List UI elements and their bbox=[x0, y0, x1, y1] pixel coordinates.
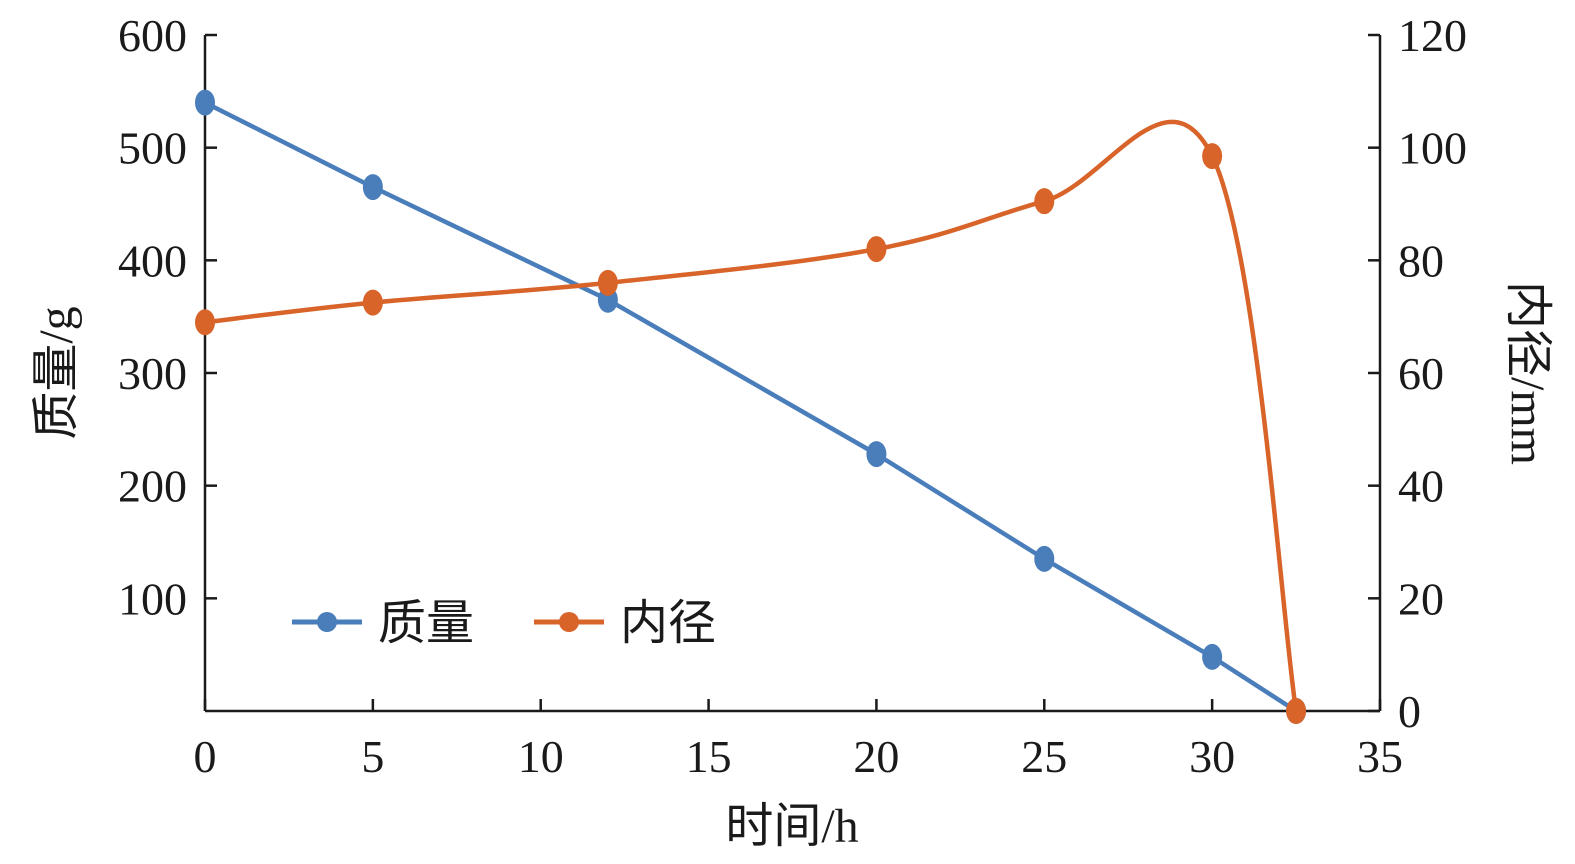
data-point-inner-diameter bbox=[597, 269, 618, 296]
x-tick-label: 0 bbox=[194, 731, 217, 782]
x-tick-label: 15 bbox=[686, 731, 732, 782]
x-tick-label: 35 bbox=[1357, 731, 1403, 782]
series-line-inner-diameter bbox=[202, 119, 1299, 714]
x-tick-label: 25 bbox=[1021, 731, 1067, 782]
data-point-inner-diameter bbox=[195, 309, 215, 336]
legend: 质量 内径 bbox=[292, 597, 716, 650]
data-point-inner-diameter bbox=[866, 236, 887, 263]
ticks: 0 5 10 15 20 25 30 35 100 200 300 400 500 600 0 20 40 60 8… bbox=[118, 10, 1467, 782]
legend-item-mass: 质量 bbox=[292, 597, 474, 650]
y-left-tick-label: 400 bbox=[118, 235, 187, 286]
x-tick-label: 30 bbox=[1189, 731, 1235, 782]
data-point-mass bbox=[866, 441, 887, 468]
y-left-tick-label: 500 bbox=[118, 123, 187, 174]
legend-label-inner-diameter: 内径 bbox=[620, 597, 716, 650]
legend-label-mass: 质量 bbox=[378, 597, 474, 650]
x-axis-title: 时间/h bbox=[725, 800, 858, 853]
data-point-inner-diameter bbox=[1034, 188, 1055, 215]
legend-item-inner-diameter: 内径 bbox=[534, 597, 716, 650]
x-tick-label: 20 bbox=[853, 731, 899, 782]
y-right-tick-label: 0 bbox=[1398, 686, 1421, 737]
data-point-mass bbox=[1202, 643, 1223, 670]
y-right-axis-title: 内径/mm bbox=[1501, 281, 1554, 465]
y-right-tick-label: 80 bbox=[1398, 235, 1444, 286]
data-point-inner-diameter bbox=[1286, 698, 1307, 724]
series-layer bbox=[195, 89, 1307, 724]
y-left-tick-label: 200 bbox=[118, 461, 187, 512]
legend-marker-mass bbox=[317, 612, 337, 632]
y-right-tick-label: 40 bbox=[1398, 461, 1444, 512]
y-right-tick-label: 100 bbox=[1398, 123, 1467, 174]
y-right-tick-label: 120 bbox=[1398, 10, 1467, 61]
y-right-tick-label: 20 bbox=[1398, 573, 1444, 624]
x-tick-label: 5 bbox=[361, 731, 384, 782]
y-right-tick-label: 60 bbox=[1398, 348, 1444, 399]
y-left-tick-label: 300 bbox=[118, 348, 187, 399]
data-point-mass bbox=[195, 89, 215, 116]
data-point-mass bbox=[362, 174, 383, 201]
y-left-tick-label: 600 bbox=[118, 10, 187, 61]
data-point-inner-diameter bbox=[1202, 143, 1223, 170]
data-point-inner-diameter bbox=[362, 289, 383, 316]
y-left-axis-title: 质量/g bbox=[30, 306, 83, 439]
legend-marker-inner-diameter bbox=[559, 612, 579, 632]
data-point-mass bbox=[1034, 545, 1055, 572]
y-left-tick-label: 100 bbox=[118, 573, 187, 624]
x-tick-label: 10 bbox=[518, 731, 564, 782]
